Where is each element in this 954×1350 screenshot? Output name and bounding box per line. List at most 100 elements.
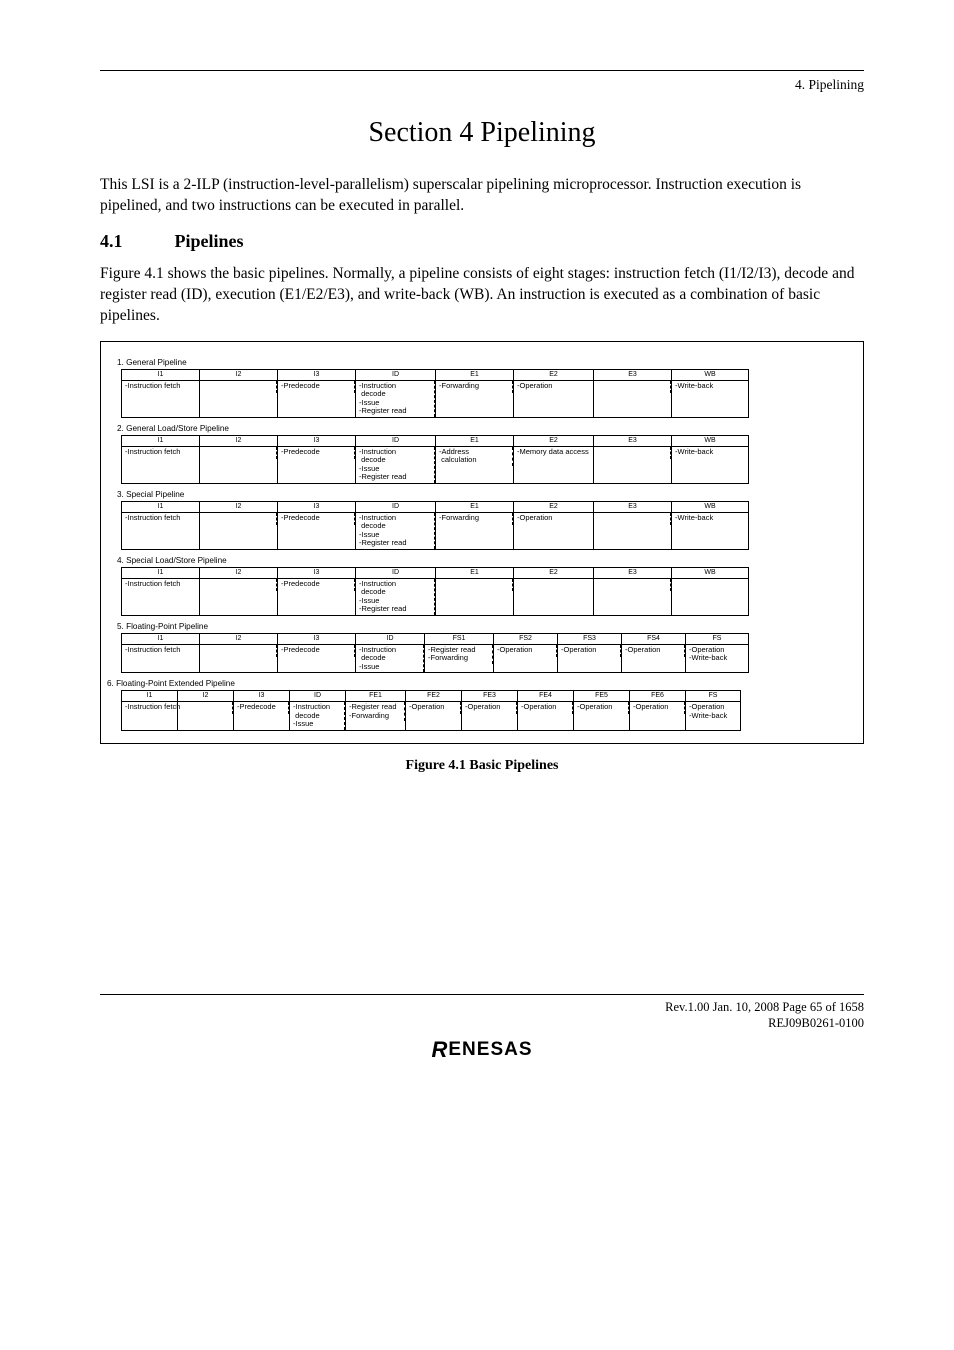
stage-cell: E2-Operation	[513, 369, 593, 418]
stage-cell: I1-Instruction fetch	[121, 567, 199, 616]
stage-header: WB	[672, 568, 748, 579]
stage-header: E1	[436, 568, 513, 579]
pipeline-title-2: 2. General Load/Store Pipeline	[117, 424, 845, 433]
logo-text: ENESAS	[448, 1039, 532, 1060]
stage-cell: E2	[513, 567, 593, 616]
footer-line1: Rev.1.00 Jan. 10, 2008 Page 65 of 1658	[665, 1000, 864, 1014]
stage-header: ID	[290, 691, 345, 702]
stage-header: E3	[594, 370, 671, 381]
stage-cell: I1-Instruction fetch	[121, 435, 199, 484]
stage-body: -Predecode	[278, 513, 355, 525]
footer-rule	[100, 994, 864, 995]
stage-cell: FS-Operation -Write-back	[685, 633, 749, 674]
stage-body: -Instruction fetch	[122, 513, 199, 525]
stage-header: I3	[278, 502, 355, 513]
stage-header: WB	[672, 436, 748, 447]
stage-header: I2	[200, 634, 277, 645]
stage-header: I2	[178, 691, 233, 702]
stage-body: -Instruction decode -Issue -Register rea…	[356, 513, 435, 549]
stage-header: E2	[514, 370, 593, 381]
stage-body	[200, 645, 277, 657]
stage-cell: WB	[671, 567, 749, 616]
stage-header: E2	[514, 436, 593, 447]
header-rule	[100, 70, 864, 71]
stage-cell: I2	[199, 435, 277, 484]
section-title: Section 4 Pipelining	[100, 117, 864, 149]
stage-body: -Operation	[494, 645, 557, 657]
stage-body: -Instruction fetch	[122, 381, 199, 393]
stage-cell: E3	[593, 501, 671, 550]
pipeline-title-5: 5. Floating-Point Pipeline	[117, 622, 845, 631]
stage-body	[200, 513, 277, 525]
stage-cell: ID-Instruction decode -Issue -Register r…	[355, 501, 435, 550]
stage-body	[594, 447, 671, 459]
stage-body: -Forwarding	[436, 381, 513, 393]
stage-cell: WB-Write-back	[671, 501, 749, 550]
pipeline-6: I1-Instruction fetchI2I3-PredecodeID-Ins…	[121, 690, 845, 731]
stage-cell: FE3-Operation	[461, 690, 517, 731]
stage-cell: WB-Write-back	[671, 435, 749, 484]
pipeline-2: I1-Instruction fetchI2I3-PredecodeID-Ins…	[121, 435, 845, 484]
stage-body: -Operation	[406, 702, 461, 714]
body-paragraph: Figure 4.1 shows the basic pipelines. No…	[100, 264, 864, 327]
stage-header: E3	[594, 568, 671, 579]
stage-body: -Instruction decode -Issue -Register rea…	[356, 447, 435, 483]
stage-header: I3	[278, 370, 355, 381]
header-chapter: 4. Pipelining	[100, 77, 864, 93]
stage-header: FS	[686, 634, 748, 645]
stage-cell: WB-Write-back	[671, 369, 749, 418]
stage-header: I1	[122, 436, 199, 447]
stage-body: -Operation	[518, 702, 573, 714]
stage-header: FE5	[574, 691, 629, 702]
stage-body	[514, 579, 593, 591]
figure-box: 1. General Pipeline I1-Instruction fetch…	[100, 341, 864, 744]
stage-header: I1	[122, 370, 199, 381]
stage-cell: E3	[593, 435, 671, 484]
subsection-number: 4.1	[100, 231, 170, 252]
stage-header: I1	[122, 502, 199, 513]
stage-cell: FE4-Operation	[517, 690, 573, 731]
stage-cell: I2	[199, 633, 277, 674]
stage-body: -Predecode	[278, 645, 355, 657]
stage-cell: ID-Instruction decode -Issue	[289, 690, 345, 731]
stage-body: -Instruction fetch	[122, 645, 199, 657]
pipeline-1: I1-Instruction fetchI2I3-PredecodeID-Ins…	[121, 369, 845, 418]
stage-cell: I3-Predecode	[277, 435, 355, 484]
stage-cell: ID-Instruction decode -Issue -Register r…	[355, 567, 435, 616]
stage-body	[672, 579, 748, 591]
stage-header: ID	[356, 634, 424, 645]
stage-cell: E1-Address calculation	[435, 435, 513, 484]
figure-caption: Figure 4.1 Basic Pipelines	[100, 758, 864, 774]
stage-header: FS2	[494, 634, 557, 645]
stage-cell: I2	[199, 369, 277, 418]
stage-header: E1	[436, 436, 513, 447]
stage-header: I1	[122, 568, 199, 579]
stage-body: -Operation	[558, 645, 621, 657]
stage-cell: I1-Instruction fetch	[121, 501, 199, 550]
stage-header: I2	[200, 436, 277, 447]
stage-body	[200, 447, 277, 459]
stage-cell: E1-Forwarding	[435, 369, 513, 418]
stage-header: FE6	[630, 691, 685, 702]
stage-header: FS1	[425, 634, 493, 645]
intro-paragraph: This LSI is a 2-ILP (instruction-level-p…	[100, 175, 864, 217]
stage-cell: I1-Instruction fetch	[121, 690, 177, 731]
stage-body	[594, 381, 671, 393]
stage-cell: I1-Instruction fetch	[121, 369, 199, 418]
stage-header: FS4	[622, 634, 685, 645]
pipeline-title-4: 4. Special Load/Store Pipeline	[117, 556, 845, 565]
stage-cell: ID-Instruction decode -Issue -Register r…	[355, 369, 435, 418]
stage-cell: E2-Operation	[513, 501, 593, 550]
stage-header: I1	[122, 691, 177, 702]
stage-cell: FS4-Operation	[621, 633, 685, 674]
stage-cell: I3-Predecode	[233, 690, 289, 731]
stage-cell: I3-Predecode	[277, 369, 355, 418]
stage-cell: I1-Instruction fetch	[121, 633, 199, 674]
stage-cell: I2	[177, 690, 233, 731]
stage-body: -Write-back	[672, 381, 748, 393]
stage-cell: FS-Operation -Write-back	[685, 690, 741, 731]
stage-header: I2	[200, 370, 277, 381]
stage-body: -Operation	[622, 645, 685, 657]
stage-header: ID	[356, 370, 435, 381]
stage-body: -Instruction decode -Issue -Register rea…	[356, 579, 435, 615]
